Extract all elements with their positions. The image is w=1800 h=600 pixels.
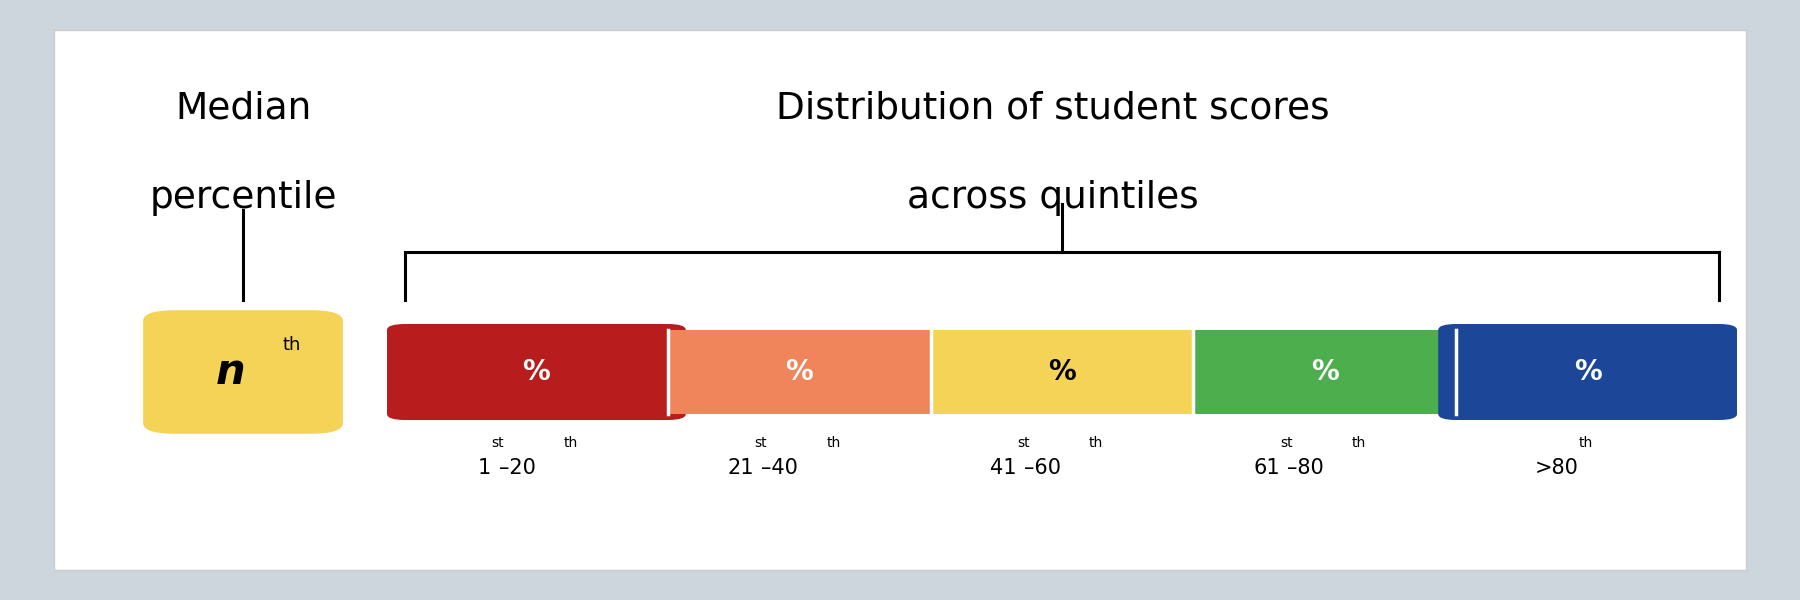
Text: 41: 41	[990, 458, 1017, 478]
Text: %: %	[1310, 358, 1339, 386]
Text: st: st	[1017, 436, 1030, 450]
Text: –80: –80	[1287, 458, 1323, 478]
Bar	[931, 330, 1193, 414]
Text: –20: –20	[499, 458, 535, 478]
Text: st: st	[1280, 436, 1292, 450]
Text: %: %	[785, 358, 814, 386]
Text: Distribution of student scores: Distribution of student scores	[776, 90, 1330, 126]
Text: Median: Median	[175, 90, 311, 126]
Text: th: th	[563, 436, 578, 450]
Text: 21: 21	[727, 458, 754, 478]
Text: percentile: percentile	[149, 180, 337, 216]
Text: th: th	[826, 436, 841, 450]
Bar	[1193, 330, 1456, 414]
FancyBboxPatch shape	[1438, 324, 1737, 420]
Bar	[668, 330, 931, 414]
Text: %: %	[1573, 358, 1602, 386]
Bar	[563, 330, 668, 414]
FancyBboxPatch shape	[387, 324, 686, 420]
Text: –60: –60	[1024, 458, 1062, 478]
Text: th: th	[1579, 436, 1593, 450]
Text: 61: 61	[1253, 458, 1280, 478]
Text: th: th	[283, 336, 301, 354]
Bar	[1456, 330, 1561, 414]
Text: >80: >80	[1535, 458, 1579, 478]
Text: across quintiles: across quintiles	[907, 180, 1199, 216]
FancyBboxPatch shape	[144, 310, 342, 434]
Text: n: n	[216, 351, 245, 393]
Text: %: %	[1048, 358, 1076, 386]
Text: 1: 1	[479, 458, 491, 478]
Text: st: st	[754, 436, 767, 450]
Text: %: %	[522, 358, 551, 386]
Text: st: st	[491, 436, 504, 450]
Text: th: th	[1089, 436, 1103, 450]
Text: –40: –40	[761, 458, 797, 478]
Text: th: th	[1352, 436, 1366, 450]
